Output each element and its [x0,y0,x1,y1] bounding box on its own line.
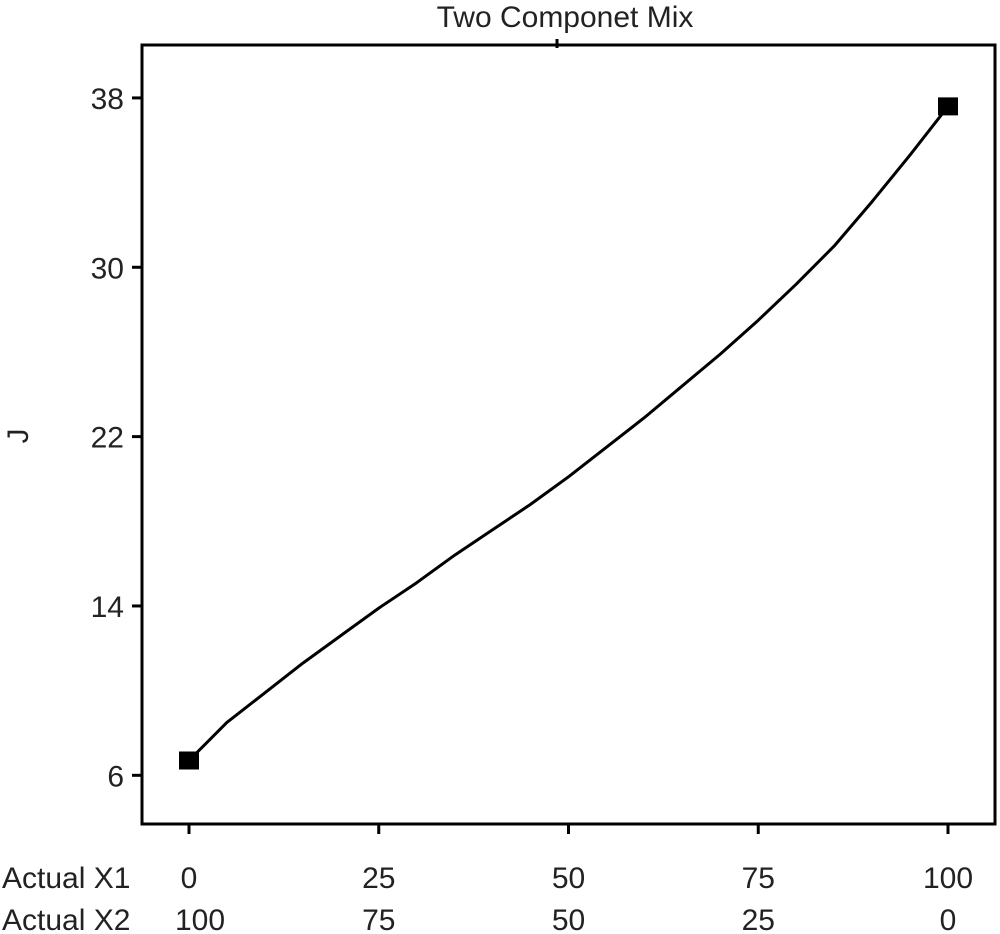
x-tick-label: 25 [742,904,775,934]
design-points [179,97,958,770]
x-tick-label: 100 [175,904,225,934]
plot-frame [140,43,997,826]
x-tick-label: 0 [181,862,198,895]
series-line [187,105,950,762]
x-tick-label: 25 [362,862,395,895]
series-layer [187,105,950,762]
x-tick-label: 50 [552,904,585,934]
design-point [179,751,199,770]
x-tick-label: 100 [923,862,973,895]
y-tick-label: 38 [91,83,124,116]
y-tick-label: 6 [107,760,124,793]
chart-title: Two Componet Mix [437,1,694,34]
y-axis: 6 14 22 30 38 [91,83,142,793]
x-tick-label: 75 [362,904,395,934]
x-axis-row-label: Actual X1 [2,862,130,895]
x-tick-label: 50 [552,862,585,895]
x-tick-label: 0 [940,904,957,934]
y-tick-label: 22 [91,422,124,455]
x-axis: Actual X1 0 25 50 75 100 Actual X2 100 75 50 25 0 [2,824,973,934]
design-point [938,97,958,116]
y-axis-label: J [2,429,35,444]
y-tick-label: 30 [91,252,124,285]
y-tick-label: 14 [91,591,124,624]
x-axis-row-label: Actual X2 [2,904,130,934]
x-tick-label: 75 [742,862,775,895]
